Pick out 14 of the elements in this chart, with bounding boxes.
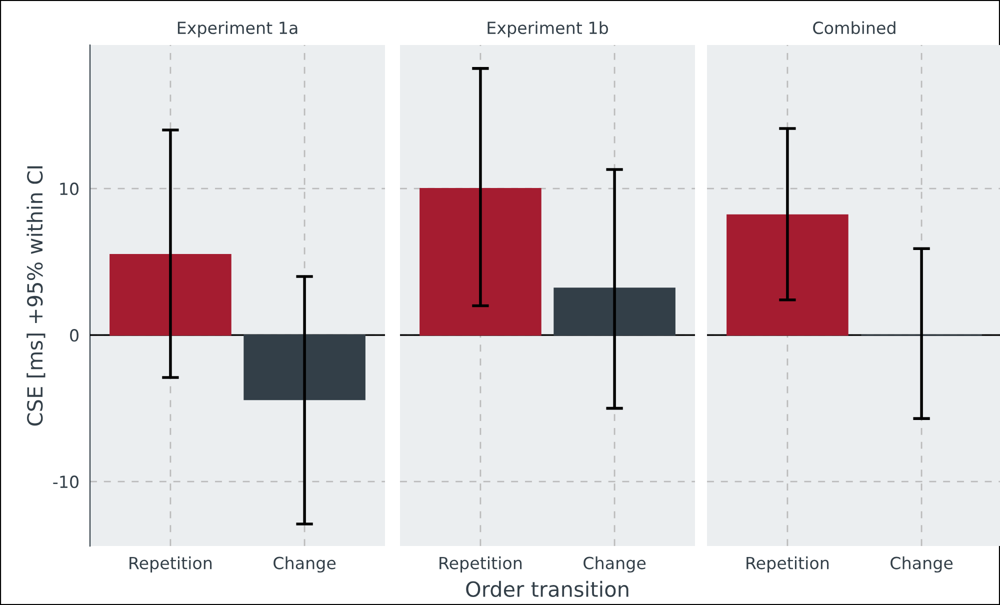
x-tick-label: Change bbox=[890, 556, 953, 573]
x-tick-label: Repetition bbox=[746, 556, 829, 573]
x-tick-label: Repetition bbox=[130, 556, 212, 573]
x-tick-label: Change bbox=[274, 556, 336, 573]
y-axis-title: CSE [ms] +95% within CI bbox=[26, 166, 46, 426]
chart-title: Experiment 1b bbox=[488, 21, 608, 38]
y-tick-label: -10 bbox=[53, 476, 78, 488]
chart-title: Experiment 1a bbox=[178, 21, 298, 38]
x-tick-label: Change bbox=[584, 556, 646, 573]
chart-title: Combined bbox=[813, 21, 896, 34]
y-tick-label: 0 bbox=[70, 329, 78, 342]
y-tick-label: 10 bbox=[60, 182, 78, 196]
x-tick-label: Repetition bbox=[440, 556, 522, 573]
x-axis-title: Order transition bbox=[466, 580, 628, 598]
